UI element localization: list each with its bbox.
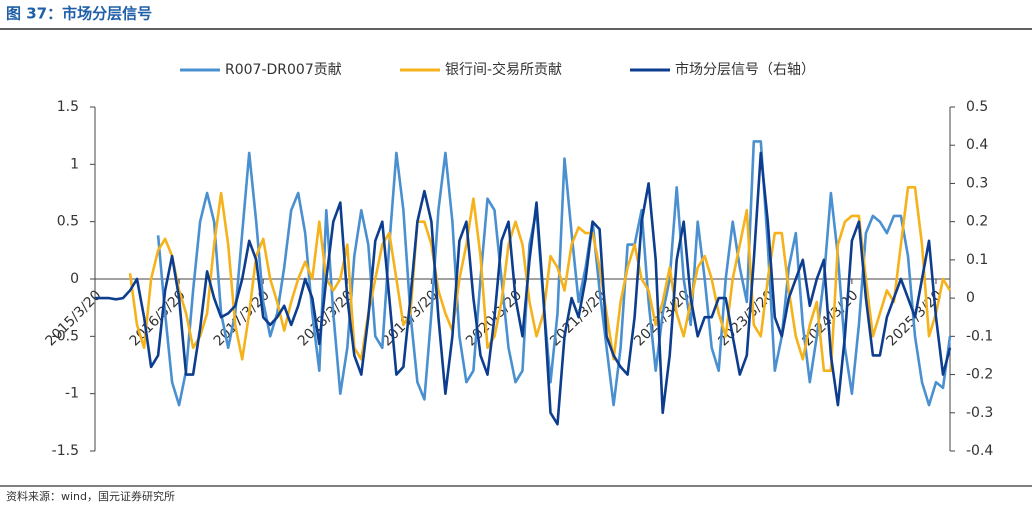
legend-label: 市场分层信号（右轴） [675, 61, 815, 78]
y2-tick-label: 0.1 [966, 252, 988, 268]
y-tick-label: 1.5 [57, 99, 79, 115]
series-line [156, 140, 952, 407]
legend-label: R007-DR007贡献 [225, 62, 342, 78]
source-note: 资料来源：wind，国元证券研究所 [6, 489, 175, 503]
y2-tick-label: 0.4 [966, 137, 988, 153]
y2-tick-label: -0.4 [966, 443, 993, 459]
chart-title: 图 37：市场分层信号 [6, 5, 152, 23]
y2-tick-label: 0 [966, 290, 975, 306]
y-tick-label: -1 [65, 386, 79, 402]
y2-tick-label: -0.2 [966, 367, 993, 383]
y2-tick-label: 0.3 [966, 175, 988, 191]
y2-tick-label: 0.5 [966, 99, 988, 115]
y-tick-label: -0.5 [52, 328, 79, 344]
legend-label: 银行间-交易所贡献 [445, 61, 562, 78]
series-line [95, 151, 952, 426]
y-tick-label: 0 [70, 271, 79, 287]
y2-tick-label: 0.2 [966, 214, 988, 230]
y-tick-label: 1 [70, 156, 79, 172]
y-tick-label: -1.5 [52, 443, 79, 459]
y-tick-label: 0.5 [57, 214, 79, 230]
y2-tick-label: -0.1 [966, 328, 993, 344]
y2-tick-label: -0.3 [966, 405, 993, 421]
series-line [128, 186, 952, 372]
